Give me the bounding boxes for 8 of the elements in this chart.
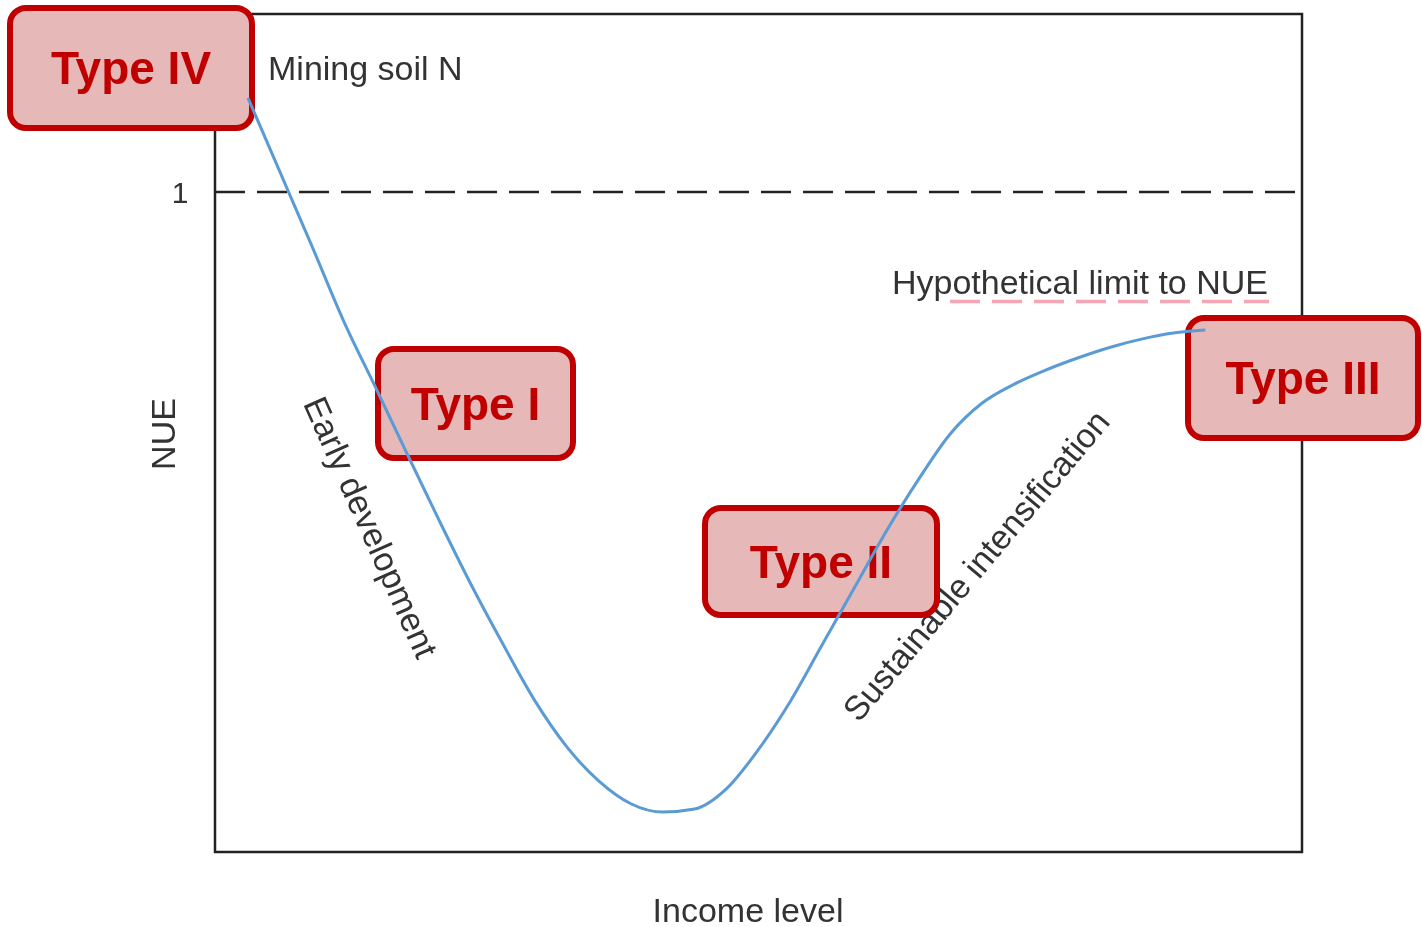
annotation: Type III (1225, 352, 1381, 404)
x-axis-title: Income level (652, 891, 844, 927)
annotation: Type I (410, 377, 541, 430)
y-axis-title: NUE (144, 398, 182, 470)
text: Type IV (50, 42, 212, 94)
ref-line-label: 1 (171, 176, 189, 210)
annotation: Hypothetical limit to NUE (891, 263, 1268, 301)
text: Mining soil N (268, 49, 463, 87)
